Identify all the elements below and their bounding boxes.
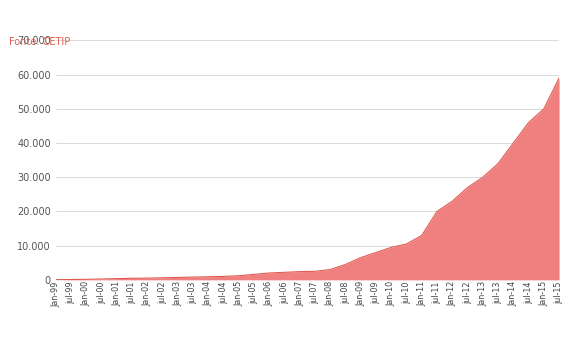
Text: FIG.: FIG. xyxy=(518,15,541,25)
Text: Fonte: CETIP: Fonte: CETIP xyxy=(9,37,70,47)
Text: 51: 51 xyxy=(542,13,560,26)
Text: Estoque de CRI na CETIP-Evolução Histórica (em R$ milhões): Estoque de CRI na CETIP-Evolução Históri… xyxy=(10,13,446,26)
